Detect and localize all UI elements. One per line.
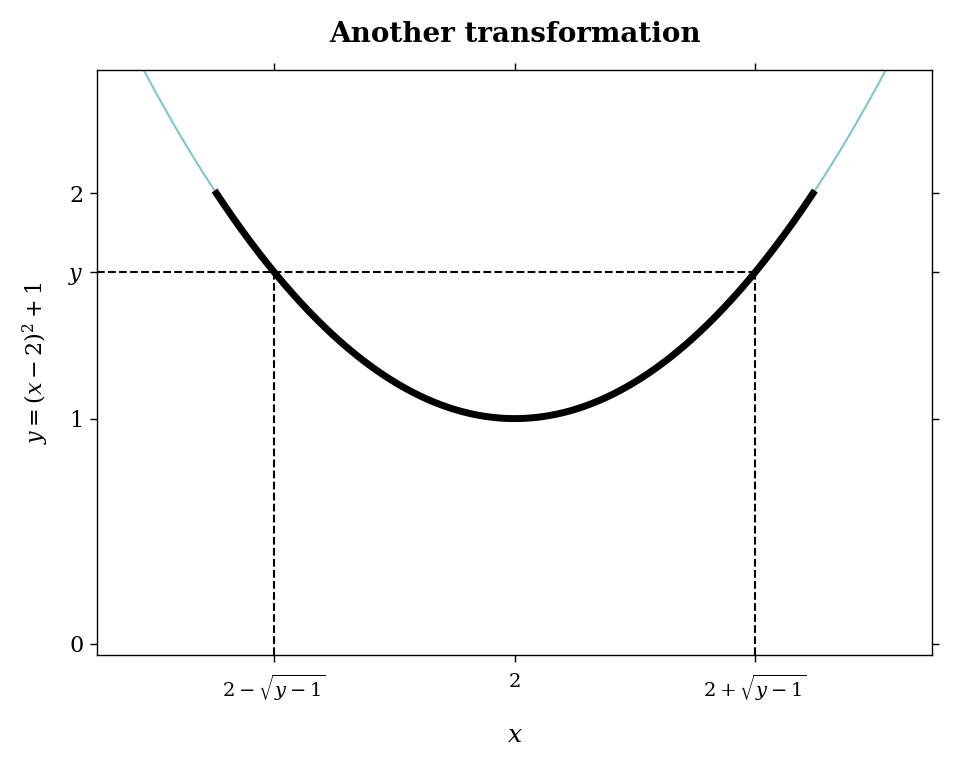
Title: Another transformation: Another transformation <box>329 21 701 48</box>
X-axis label: $x$: $x$ <box>507 724 522 747</box>
Y-axis label: $y = (x-2)^2+1$: $y = (x-2)^2+1$ <box>21 281 51 444</box>
